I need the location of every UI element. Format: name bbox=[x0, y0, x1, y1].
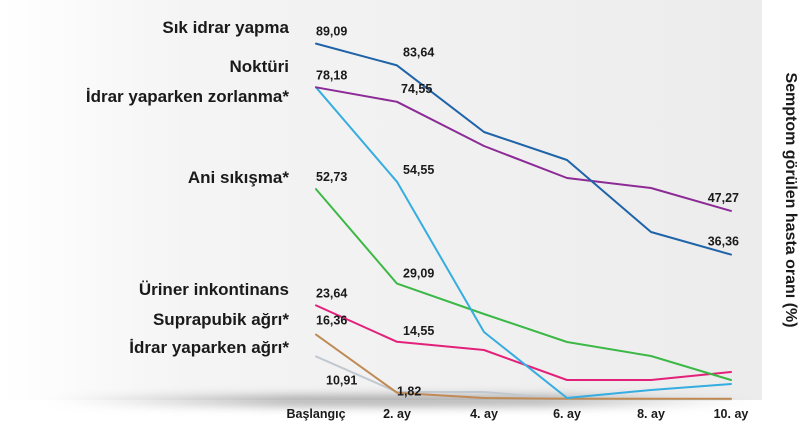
data-label-5: 54,55 bbox=[403, 163, 434, 177]
series-line-1 bbox=[315, 86, 732, 399]
series-labels: Sık idrar yapma Noktüri İdrar yaparken zor… bbox=[86, 18, 290, 357]
series-line-2 bbox=[315, 86, 732, 212]
plot-background bbox=[0, 0, 762, 400]
data-label-12: 10,91 bbox=[326, 373, 357, 387]
x-tick-label-0: Başlangıç bbox=[286, 407, 345, 421]
data-label-2: 78,18 bbox=[316, 68, 347, 82]
series-label-5: Suprapubik ağrı* bbox=[153, 310, 289, 329]
y-axis-title: Semptom görülen hasta oranı (%) bbox=[782, 72, 799, 327]
x-tick-label-3: 6. ay bbox=[553, 407, 581, 421]
series-line-0 bbox=[315, 42, 732, 256]
x-axis-ticks: Başlangıç 2. ay 4. ay 6. ay 8. ay 10. ay bbox=[286, 407, 748, 421]
x-tick-label-1: 2. ay bbox=[383, 407, 411, 421]
data-label-4: 52,73 bbox=[316, 170, 347, 184]
series-line-5 bbox=[315, 333, 732, 400]
data-label-11: 14,55 bbox=[403, 324, 434, 338]
data-label-1: 83,64 bbox=[403, 45, 434, 59]
data-label-0: 89,09 bbox=[316, 25, 347, 39]
series-label-3: Ani sıkışma* bbox=[188, 168, 289, 187]
series-label-4: Üriner inkontinans bbox=[139, 280, 289, 299]
data-label-10: 16,36 bbox=[316, 314, 347, 328]
x-tick-label-5: 10. ay bbox=[714, 407, 749, 421]
data-labels: 89,09 83,64 78,18 74,55 52,73 54,55 47,27 36,36… bbox=[316, 25, 739, 399]
data-label-7: 36,36 bbox=[708, 235, 739, 249]
data-label-6: 47,27 bbox=[708, 191, 739, 205]
data-label-13: 1,82 bbox=[397, 385, 421, 399]
series-label-6: İdrar yaparken ağrı* bbox=[129, 338, 289, 357]
series-line-3 bbox=[315, 188, 732, 381]
series-label-1: Noktüri bbox=[230, 57, 290, 76]
x-tick-label-4: 8. ay bbox=[637, 407, 665, 421]
series-lines bbox=[315, 42, 732, 401]
series-label-0: Sık idrar yapma bbox=[162, 18, 289, 37]
data-label-3: 74,55 bbox=[401, 82, 432, 96]
data-label-9: 23,64 bbox=[316, 286, 347, 300]
data-label-8: 29,09 bbox=[403, 267, 434, 281]
x-tick-label-2: 4. ay bbox=[470, 407, 498, 421]
series-label-2: İdrar yaparken zorlanma* bbox=[86, 87, 290, 106]
